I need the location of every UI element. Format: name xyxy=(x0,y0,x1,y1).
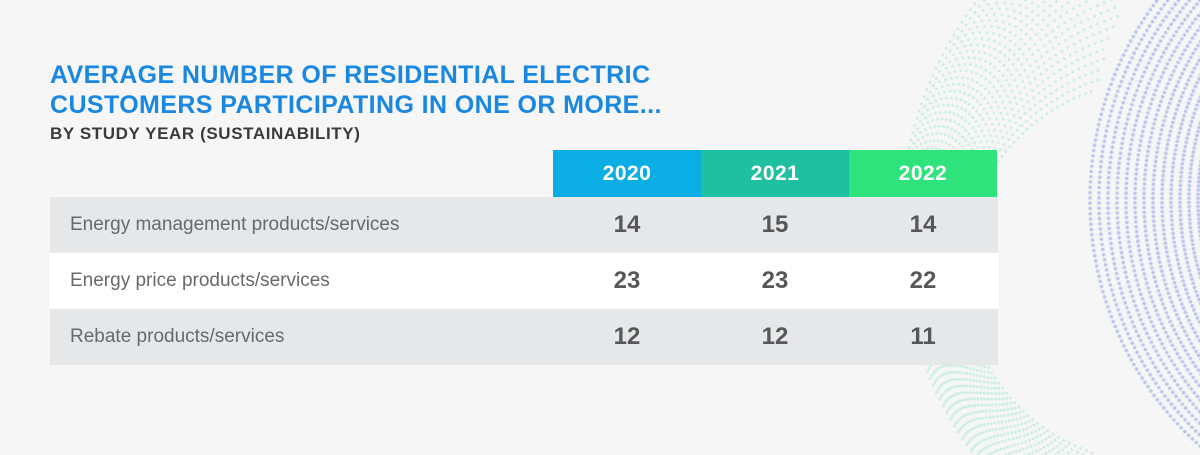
table-header: 2020 2021 2022 xyxy=(50,150,998,197)
value-cell: 15 xyxy=(761,211,789,238)
chart-subtitle: BY STUDY YEAR (SUSTAINABILITY) xyxy=(50,124,361,143)
column-header-2022: 2022 xyxy=(849,150,997,197)
value-cell: 14 xyxy=(909,211,937,238)
column-header-2021: 2021 xyxy=(701,150,849,197)
row-label: Rebate products/services xyxy=(70,326,285,347)
table-row: Rebate products/services 12 12 11 xyxy=(50,309,998,365)
row-label: Energy price products/services xyxy=(70,270,330,291)
value-cell: 11 xyxy=(910,323,936,350)
value-cell: 14 xyxy=(613,211,641,238)
value-cell: 12 xyxy=(613,323,641,350)
row-label: Energy management products/services xyxy=(70,214,400,235)
data-table: 2020 2021 2022 Energy management product… xyxy=(50,150,998,365)
table-row: Energy management products/services 14 1… xyxy=(50,197,998,253)
column-header-2020: 2020 xyxy=(553,150,701,197)
header: AVERAGE NUMBER OF RESIDENTIAL ELECTRIC C… xyxy=(50,60,730,144)
chart-title: AVERAGE NUMBER OF RESIDENTIAL ELECTRIC C… xyxy=(50,61,662,119)
value-cell: 22 xyxy=(909,267,937,294)
value-cell: 12 xyxy=(761,323,789,350)
value-cell: 23 xyxy=(761,267,789,294)
header-spacer xyxy=(50,150,553,197)
value-cell: 23 xyxy=(613,267,641,294)
table-row: Energy price products/services 23 23 22 xyxy=(50,253,998,309)
